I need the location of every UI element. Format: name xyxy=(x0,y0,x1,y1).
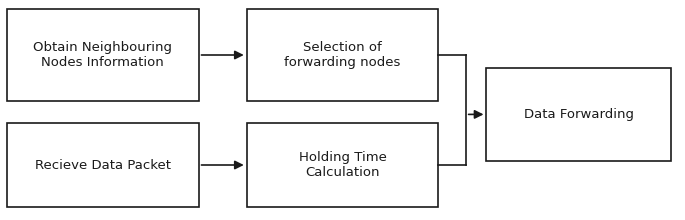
Bar xyxy=(7,123,199,207)
Bar xyxy=(486,68,671,161)
Bar xyxy=(247,9,438,101)
Text: Recieve Data Packet: Recieve Data Packet xyxy=(35,158,171,172)
Bar xyxy=(7,9,199,101)
Text: Obtain Neighbouring
Nodes Information: Obtain Neighbouring Nodes Information xyxy=(34,41,172,69)
Text: Selection of
forwarding nodes: Selection of forwarding nodes xyxy=(284,41,401,69)
Text: Holding Time
Calculation: Holding Time Calculation xyxy=(299,151,386,179)
Text: Data Forwarding: Data Forwarding xyxy=(524,108,634,121)
Bar xyxy=(247,123,438,207)
